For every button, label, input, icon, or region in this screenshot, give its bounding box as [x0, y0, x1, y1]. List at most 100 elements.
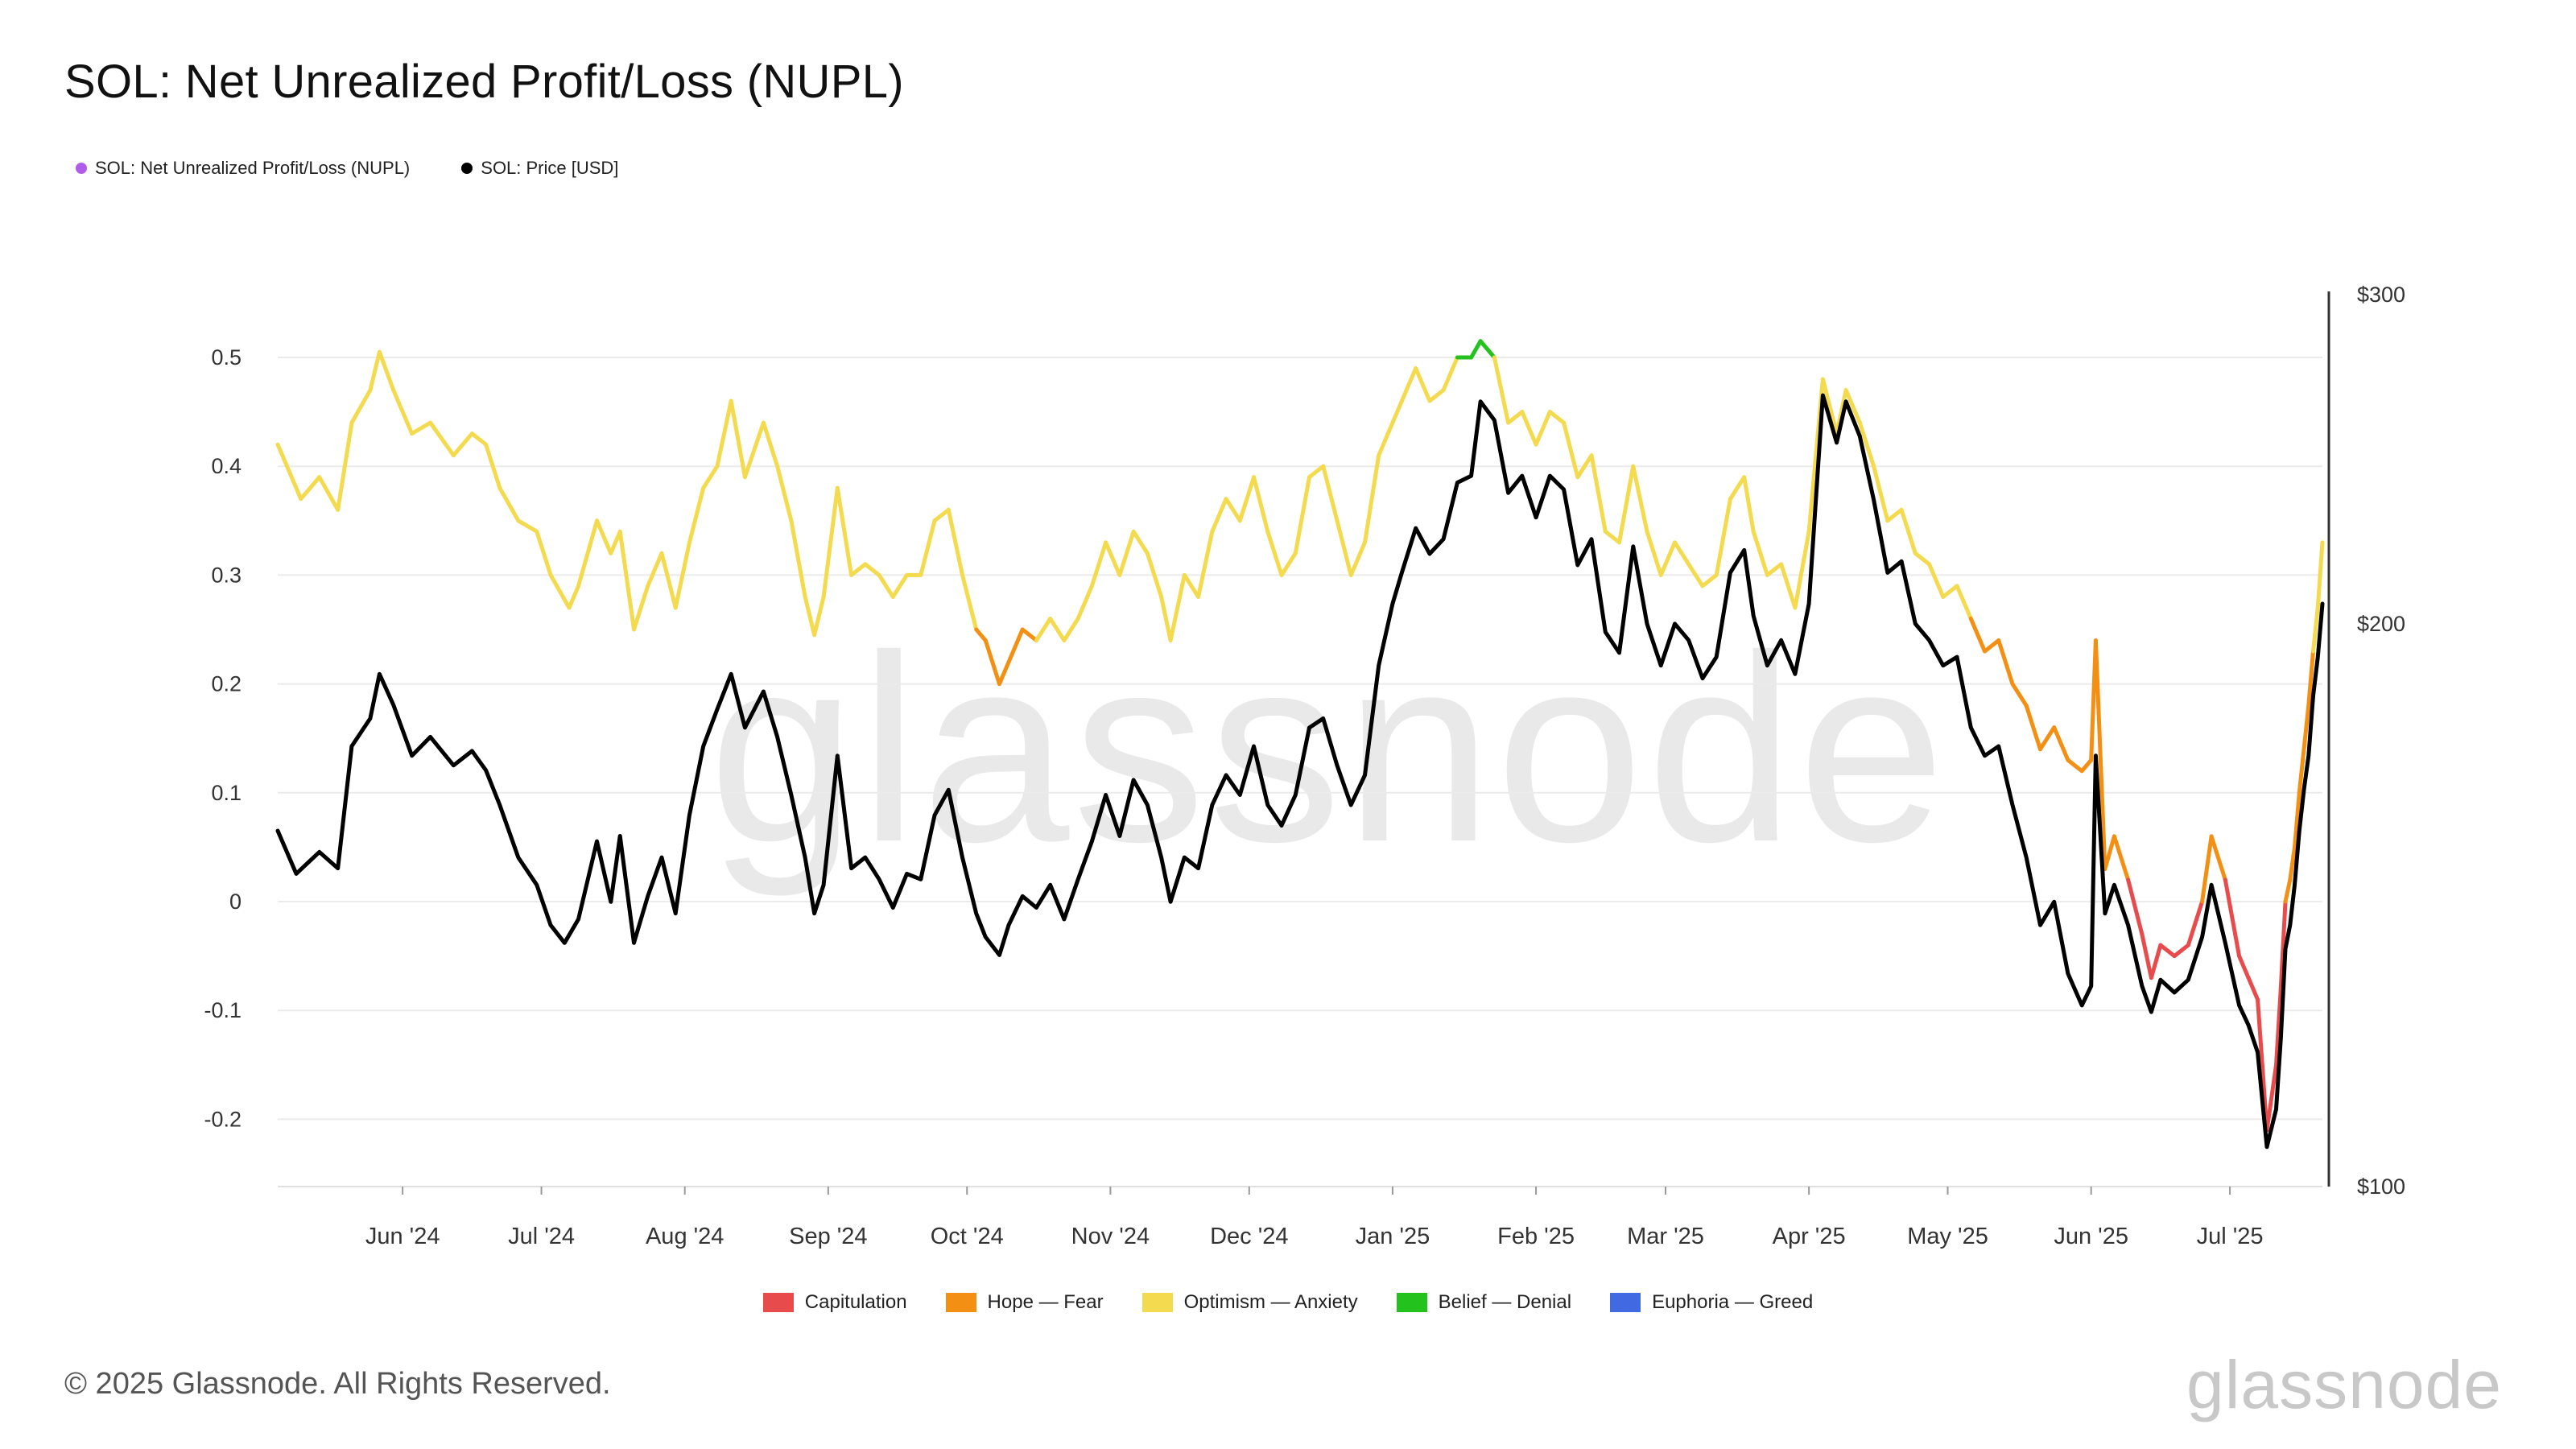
nupl-segment — [1765, 562, 1784, 577]
nupl-segment — [1968, 616, 1987, 654]
nupl-segment — [1589, 453, 1608, 534]
nupl-segment — [1603, 529, 1622, 545]
nupl-segment — [1779, 562, 1798, 610]
nupl-segment — [2209, 834, 2227, 882]
y-left-tick-label: 0.2 — [211, 672, 242, 696]
nupl-segment — [1348, 540, 1367, 577]
legend-label-nupl: SOL: Net Unrealized Profit/Loss (NUPL) — [95, 158, 411, 178]
nupl-segment — [2200, 834, 2214, 904]
nupl-segment — [1145, 551, 1164, 599]
nupl-segment — [2140, 932, 2153, 980]
nupl-segment — [2288, 844, 2297, 882]
nupl-segment — [2103, 834, 2116, 871]
nupl-segment — [1469, 339, 1483, 360]
nupl-segment — [1362, 453, 1381, 545]
nupl-segment — [2306, 649, 2316, 708]
x-tick-label: Nov '24 — [1071, 1224, 1150, 1249]
nupl-segment — [1728, 475, 1747, 502]
nupl-segment — [803, 594, 817, 638]
x-tick-label: Feb '25 — [1497, 1224, 1575, 1249]
zone-legend-hope-fear[interactable]: Hope — Fear — [945, 1291, 1104, 1314]
nupl-segment — [1390, 398, 1404, 425]
nupl-segment — [576, 518, 600, 588]
nupl-segment — [1104, 540, 1122, 577]
nupl-segment — [497, 485, 521, 523]
nupl-segment — [835, 485, 854, 577]
nupl-segment — [1414, 366, 1432, 403]
nupl-segment — [2283, 877, 2293, 904]
nupl-segment — [1885, 507, 1904, 523]
nupl-segment — [1672, 540, 1691, 567]
zone-label-hope-fear: Hope — Fear — [987, 1291, 1104, 1313]
nupl-segment — [742, 420, 766, 480]
x-tick-label: Sep '24 — [789, 1224, 867, 1249]
y-right-tick-label: $100 — [2357, 1174, 2405, 1199]
brand-logo: glassnode — [2186, 1347, 2502, 1422]
nupl-segment — [1293, 475, 1311, 555]
nupl-segment — [812, 594, 826, 638]
nupl-segment — [1006, 627, 1025, 665]
nupl-segment — [2186, 899, 2205, 947]
legend-item-price[interactable]: SOL: Price [USD] — [461, 158, 618, 179]
nupl-segment — [2237, 954, 2251, 980]
legend-item-nupl[interactable]: SOL: Net Unrealized Profit/Loss (NUPL) — [76, 158, 410, 179]
nupl-segment — [2172, 943, 2190, 959]
nupl-segment — [2126, 877, 2145, 937]
nupl-segment — [535, 529, 553, 577]
nupl-segment — [2297, 747, 2306, 795]
nupl-segment — [631, 584, 650, 632]
nupl-segment — [1955, 584, 1973, 621]
series-legend: SOL: Net Unrealized Profit/Loss (NUPL) S… — [76, 158, 618, 179]
nupl-segment — [1645, 529, 1663, 577]
nupl-segment — [609, 529, 622, 555]
x-tick-label: Jun '24 — [365, 1224, 440, 1249]
nupl-segment — [997, 660, 1011, 687]
nupl-segment — [1617, 464, 1636, 545]
nupl-segment — [410, 420, 433, 436]
nupl-segment — [890, 572, 910, 599]
nupl-segment — [2293, 791, 2301, 849]
nupl-segment — [1843, 388, 1862, 425]
nupl-segment — [349, 388, 373, 425]
zone-swatch-hope-fear — [945, 1293, 976, 1312]
nupl-segment — [1377, 420, 1395, 458]
nupl-segment — [617, 529, 636, 632]
nupl-segment — [2037, 725, 2057, 752]
nupl-segment — [1427, 388, 1446, 403]
nupl-segment — [1089, 540, 1108, 588]
nupl-segment — [1742, 475, 1756, 534]
nupl-segment — [1168, 572, 1187, 643]
zone-label-capitulation: Capitulation — [804, 1291, 907, 1313]
nupl-segment — [2079, 758, 2094, 774]
nupl-segment — [516, 518, 539, 534]
legend-dot-price — [461, 163, 473, 174]
nupl-segment — [1196, 529, 1215, 599]
nupl-segment — [761, 420, 780, 469]
x-tick-label: Jul '25 — [2197, 1224, 2264, 1249]
copyright: © 2025 Glassnode. All Rights Reserved. — [64, 1367, 611, 1401]
nupl-segment — [1547, 410, 1567, 425]
nupl-segment — [1751, 529, 1769, 577]
nupl-segment — [946, 507, 964, 577]
nupl-segment — [1131, 529, 1150, 555]
nupl-segment — [1210, 497, 1228, 534]
zone-legend: Capitulation Hope — Fear Optimism — Anxi… — [0, 1291, 2576, 1314]
nupl-segment — [687, 485, 706, 545]
y-left-tick-label: 0.4 — [211, 454, 242, 478]
zone-legend-belief-denial[interactable]: Belief — Denial — [1396, 1291, 1571, 1314]
zone-legend-euphoria-greed[interactable]: Euphoria — Greed — [1610, 1291, 1813, 1314]
x-tick-label: Dec '24 — [1210, 1224, 1288, 1249]
y-left-tick-label: 0.5 — [211, 345, 242, 369]
nupl-segment — [595, 518, 613, 555]
nupl-segment — [1562, 420, 1580, 480]
y-left-tick-label: -0.1 — [204, 998, 242, 1022]
nupl-segment — [1307, 464, 1326, 480]
nupl-segment — [877, 572, 895, 599]
zone-legend-optimism-anxiety[interactable]: Optimism — Anxiety — [1141, 1291, 1358, 1314]
legend-dot-nupl — [76, 163, 87, 174]
nupl-segment — [1686, 562, 1705, 588]
nupl-segment — [1982, 638, 2001, 654]
y-left-tick-label: -0.2 — [204, 1107, 242, 1131]
zone-legend-capitulation[interactable]: Capitulation — [762, 1291, 907, 1314]
nupl-segment — [567, 584, 581, 610]
